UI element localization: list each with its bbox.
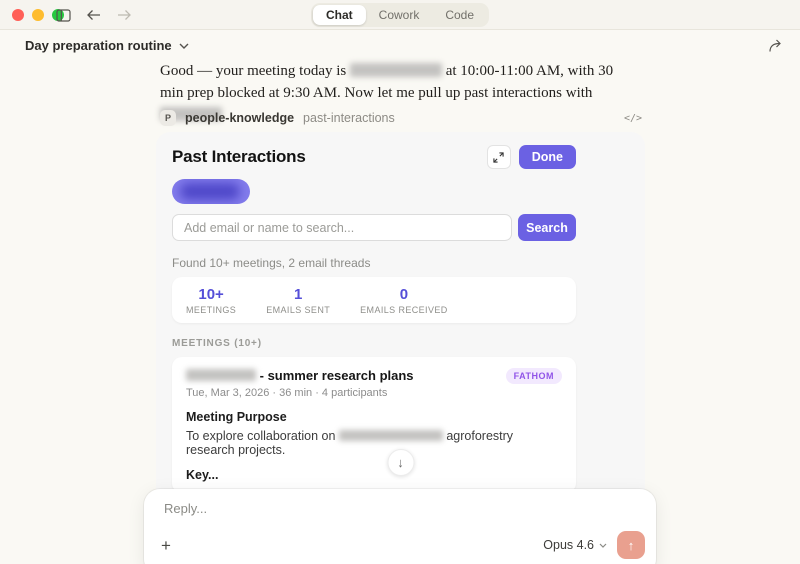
- send-button[interactable]: ↑: [617, 531, 645, 559]
- redacted-text: [186, 369, 256, 381]
- tab-chat[interactable]: Chat: [312, 5, 366, 25]
- meeting-key-heading: Key...: [186, 468, 219, 482]
- search-button[interactable]: Search: [518, 214, 576, 241]
- forward-icon[interactable]: [117, 9, 131, 21]
- widget-title: Past Interactions: [172, 147, 306, 166]
- stat-emails-sent: 1 EMAILS SENT: [266, 286, 330, 315]
- model-label: Opus 4.6: [543, 538, 594, 552]
- redacted-text: [349, 63, 442, 77]
- selected-person-chip[interactable]: [172, 179, 250, 204]
- conversation-title: Day preparation routine: [25, 38, 172, 53]
- meeting-meta: Tue, Mar 3, 2026 · 36 min · 4 participan…: [186, 387, 388, 399]
- chevron-down-icon: [179, 43, 189, 49]
- chevron-down-icon: [599, 543, 607, 548]
- message-text-part1: Good — your meeting today is: [160, 63, 350, 79]
- meetings-section-label: MEETINGS (10+): [172, 338, 262, 349]
- model-selector[interactable]: Opus 4.6: [543, 538, 607, 552]
- message-text-part2: at 10:00-11:00 AM, with 30 min prep bloc…: [160, 63, 614, 101]
- stat-emails-received: 0 EMAILS RECEIVED: [360, 286, 448, 315]
- conversation-title-dropdown[interactable]: Day preparation routine: [25, 38, 189, 53]
- stats-card: 10+ MEETINGS 1 EMAILS SENT 0 EMAILS RECE…: [172, 277, 576, 323]
- reply-input[interactable]: [164, 501, 544, 516]
- arrow-down-icon: ↓: [397, 455, 404, 470]
- code-view-icon[interactable]: </>: [623, 112, 642, 124]
- meeting-purpose-text: To explore collaboration on agroforestry…: [186, 429, 514, 457]
- stat-meetings: 10+ MEETINGS: [186, 286, 236, 315]
- attach-plus-icon[interactable]: +: [161, 535, 171, 555]
- conversation-header: Day preparation routine: [0, 30, 800, 60]
- mode-tab-group: Chat Cowork Code: [310, 3, 490, 27]
- people-knowledge-icon: P: [160, 110, 176, 126]
- meeting-title: - summer research plans: [186, 368, 414, 383]
- sidebar-toggle-icon[interactable]: [56, 8, 71, 22]
- scroll-down-button[interactable]: ↓: [387, 449, 414, 476]
- meeting-card[interactable]: - summer research plans FATHOM Tue, Mar …: [172, 357, 576, 493]
- redacted-text: [338, 430, 443, 441]
- expand-icon: [493, 151, 504, 163]
- reply-composer[interactable]: + Opus 4.6 ↑: [144, 489, 656, 564]
- tab-code[interactable]: Code: [445, 8, 475, 22]
- tool-action: past-interactions: [303, 111, 395, 125]
- tool-call-row[interactable]: P people-knowledge past-interactions </>: [160, 109, 642, 127]
- done-button[interactable]: Done: [518, 145, 576, 169]
- tab-cowork[interactable]: Cowork: [378, 8, 420, 22]
- expand-button[interactable]: [486, 145, 511, 169]
- meeting-purpose-heading: Meeting Purpose: [186, 410, 287, 424]
- fathom-badge: FATHOM: [505, 368, 562, 384]
- redacted-chip-text: [180, 183, 240, 200]
- arrow-up-icon: ↑: [627, 537, 635, 553]
- stat-label: EMAILS RECEIVED: [360, 305, 448, 315]
- stat-value: 1: [294, 286, 303, 303]
- stat-value: 10+: [198, 286, 224, 303]
- tool-name: people-knowledge: [185, 111, 295, 125]
- back-icon[interactable]: [87, 9, 101, 21]
- search-input[interactable]: [172, 214, 512, 241]
- titlebar: Chat Cowork Code: [0, 0, 800, 30]
- stat-value: 0: [399, 286, 409, 303]
- results-summary: Found 10+ meetings, 2 email threads: [172, 256, 371, 270]
- stat-label: MEETINGS: [186, 305, 237, 315]
- stat-label: EMAILS SENT: [266, 305, 331, 315]
- share-icon[interactable]: [768, 38, 785, 58]
- minimize-window-button[interactable]: [32, 9, 44, 21]
- close-window-button[interactable]: [12, 9, 24, 21]
